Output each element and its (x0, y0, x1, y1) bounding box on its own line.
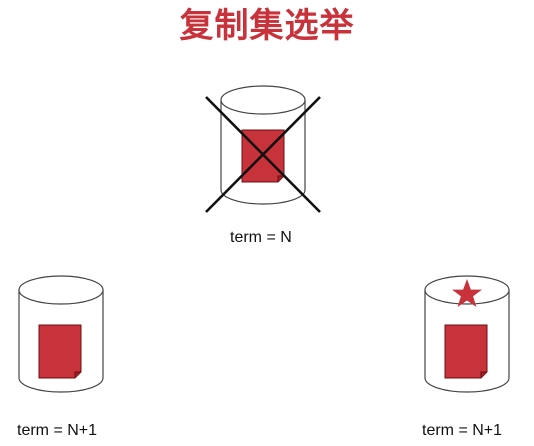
page-title: 复制集选举 (179, 6, 355, 46)
database-cylinder-icon (424, 275, 510, 393)
document-icon (444, 324, 488, 379)
database-cylinder-icon (205, 85, 321, 213)
database-node-left (16, 268, 106, 398)
term-label-right: term = N+1 (422, 422, 503, 439)
term-label-top: term = N (230, 229, 292, 246)
database-cylinder-icon (18, 275, 104, 393)
star-icon (452, 279, 482, 307)
document-icon (38, 324, 82, 379)
database-node-top (203, 76, 323, 216)
database-node-right (422, 268, 512, 398)
term-label-left: term = N+1 (17, 422, 98, 439)
cross-out-icon (205, 96, 321, 213)
